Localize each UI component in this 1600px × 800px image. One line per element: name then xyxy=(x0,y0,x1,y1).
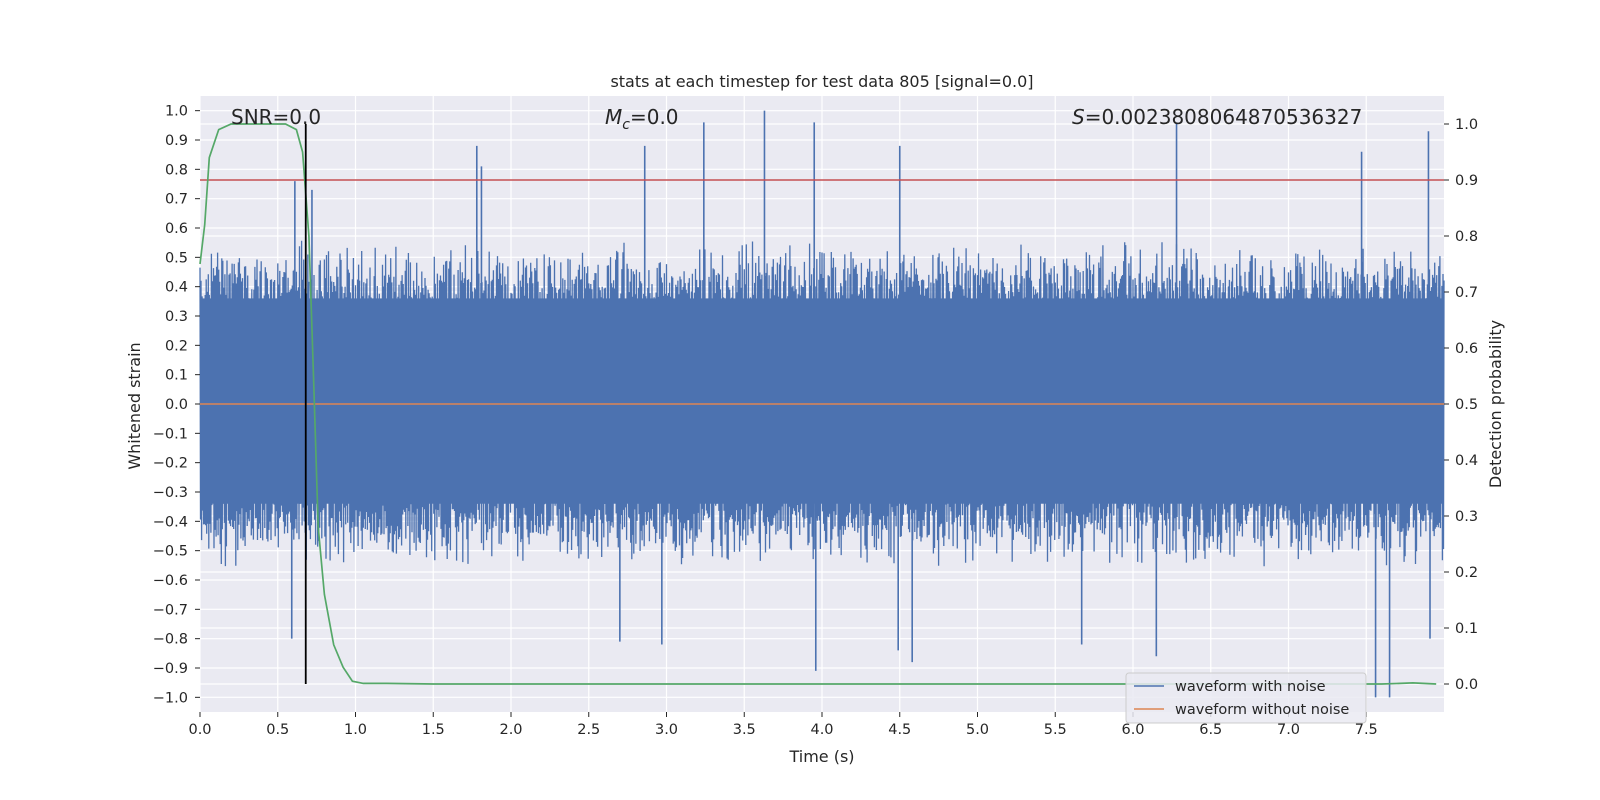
y2-axis-label: Detection probability xyxy=(1486,320,1505,488)
x-tick-label: 6.5 xyxy=(1199,722,1222,738)
mc-value: =0.0 xyxy=(630,105,679,129)
y-tick-label: 0.6 xyxy=(165,221,188,237)
y-tick-label: −0.3 xyxy=(153,485,188,501)
x-tick-label: 2.5 xyxy=(577,722,600,738)
y-tick-label: 0.7 xyxy=(165,192,188,208)
y-tick-label: 0.9 xyxy=(165,133,188,149)
x-tick-label: 4.0 xyxy=(810,722,833,738)
y2-tick-label: 0.0 xyxy=(1455,677,1478,693)
y-tick-label: −0.4 xyxy=(153,514,188,530)
mc-symbol: M xyxy=(605,105,622,129)
series-detection-probability xyxy=(199,123,1437,685)
legend-label-noise: waveform with noise xyxy=(1175,679,1326,695)
y2-tick-label: 0.7 xyxy=(1455,285,1478,301)
x-tick-label: 6.0 xyxy=(1121,722,1144,738)
y2-tick-label: 0.9 xyxy=(1455,173,1478,189)
overlays xyxy=(199,123,1444,685)
x-tick-label: 5.0 xyxy=(966,722,989,738)
y2-tick-label: 0.6 xyxy=(1455,341,1478,357)
y-tick-label: −1.0 xyxy=(153,690,188,706)
y2-tick-label: 0.3 xyxy=(1455,509,1478,525)
y2-tick-label: 0.5 xyxy=(1455,397,1478,413)
y-tick-label: 0.0 xyxy=(165,397,188,413)
y-tick-label: −0.7 xyxy=(153,602,188,618)
snr-annotation: SNR=0.0 xyxy=(231,105,321,129)
y2-tick-label: 0.2 xyxy=(1455,565,1478,581)
y-tick-label: −0.6 xyxy=(153,573,188,589)
x-tick-label: 0.5 xyxy=(266,722,289,738)
x-tick-label: 4.5 xyxy=(888,722,911,738)
chart-title: stats at each timestep for test data 805… xyxy=(610,72,1033,91)
mc-annotation: Mc=0.0 xyxy=(605,105,679,133)
legend-label-clean: waveform without noise xyxy=(1175,702,1349,718)
x-tick-label: 5.5 xyxy=(1044,722,1067,738)
s-annotation: S=0.0023808064870536327 xyxy=(1072,105,1362,129)
x-tick-label: 3.0 xyxy=(655,722,678,738)
y2-tick-label: 0.8 xyxy=(1455,229,1478,245)
y-tick-label: −0.8 xyxy=(153,632,188,648)
y-tick-label: −0.1 xyxy=(153,426,188,442)
y-tick-label: −0.5 xyxy=(153,544,188,560)
y-tick-label: 0.1 xyxy=(165,368,188,384)
x-tick-label: 7.5 xyxy=(1355,722,1378,738)
x-tick-label: 1.0 xyxy=(344,722,367,738)
y2-tick-label: 0.1 xyxy=(1455,621,1478,637)
x-tick-label: 1.5 xyxy=(422,722,445,738)
y-tick-label: 0.8 xyxy=(165,162,188,178)
y2-tick-label: 0.4 xyxy=(1455,453,1478,469)
y-tick-label: 0.4 xyxy=(165,280,188,296)
x-tick-label: 2.0 xyxy=(499,722,522,738)
y2-tick-label: 1.0 xyxy=(1455,117,1478,133)
series-waveform-with-noise xyxy=(199,110,1445,698)
x-tick-label: 7.0 xyxy=(1277,722,1300,738)
y-tick-label: −0.9 xyxy=(153,661,188,677)
y-tick-label: 0.2 xyxy=(165,338,188,354)
x-axis-label: Time (s) xyxy=(788,747,854,766)
s-value: =0.0023808064870536327 xyxy=(1085,105,1363,129)
x-tick-label: 0.0 xyxy=(188,722,211,738)
legend-box xyxy=(1125,672,1367,724)
y-tick-label: 1.0 xyxy=(165,104,188,120)
legend: waveform with noise waveform without noi… xyxy=(1125,672,1367,724)
x-tick-label: 3.5 xyxy=(733,722,756,738)
ticks: 0.0 0.5 1.0 1.5 2.0 2.5 3.0 3.5 4.0 4.5 5.0 5.5 6.0 6… xyxy=(153,104,1478,738)
y-tick-label: 0.3 xyxy=(165,309,188,325)
s-symbol: S xyxy=(1072,105,1085,129)
noise-core xyxy=(200,298,1444,504)
mc-subscript: c xyxy=(622,117,630,133)
y-tick-label: 0.5 xyxy=(165,250,188,266)
y-tick-label: −0.2 xyxy=(153,456,188,472)
y-axis-label: Whitened strain xyxy=(125,342,144,469)
